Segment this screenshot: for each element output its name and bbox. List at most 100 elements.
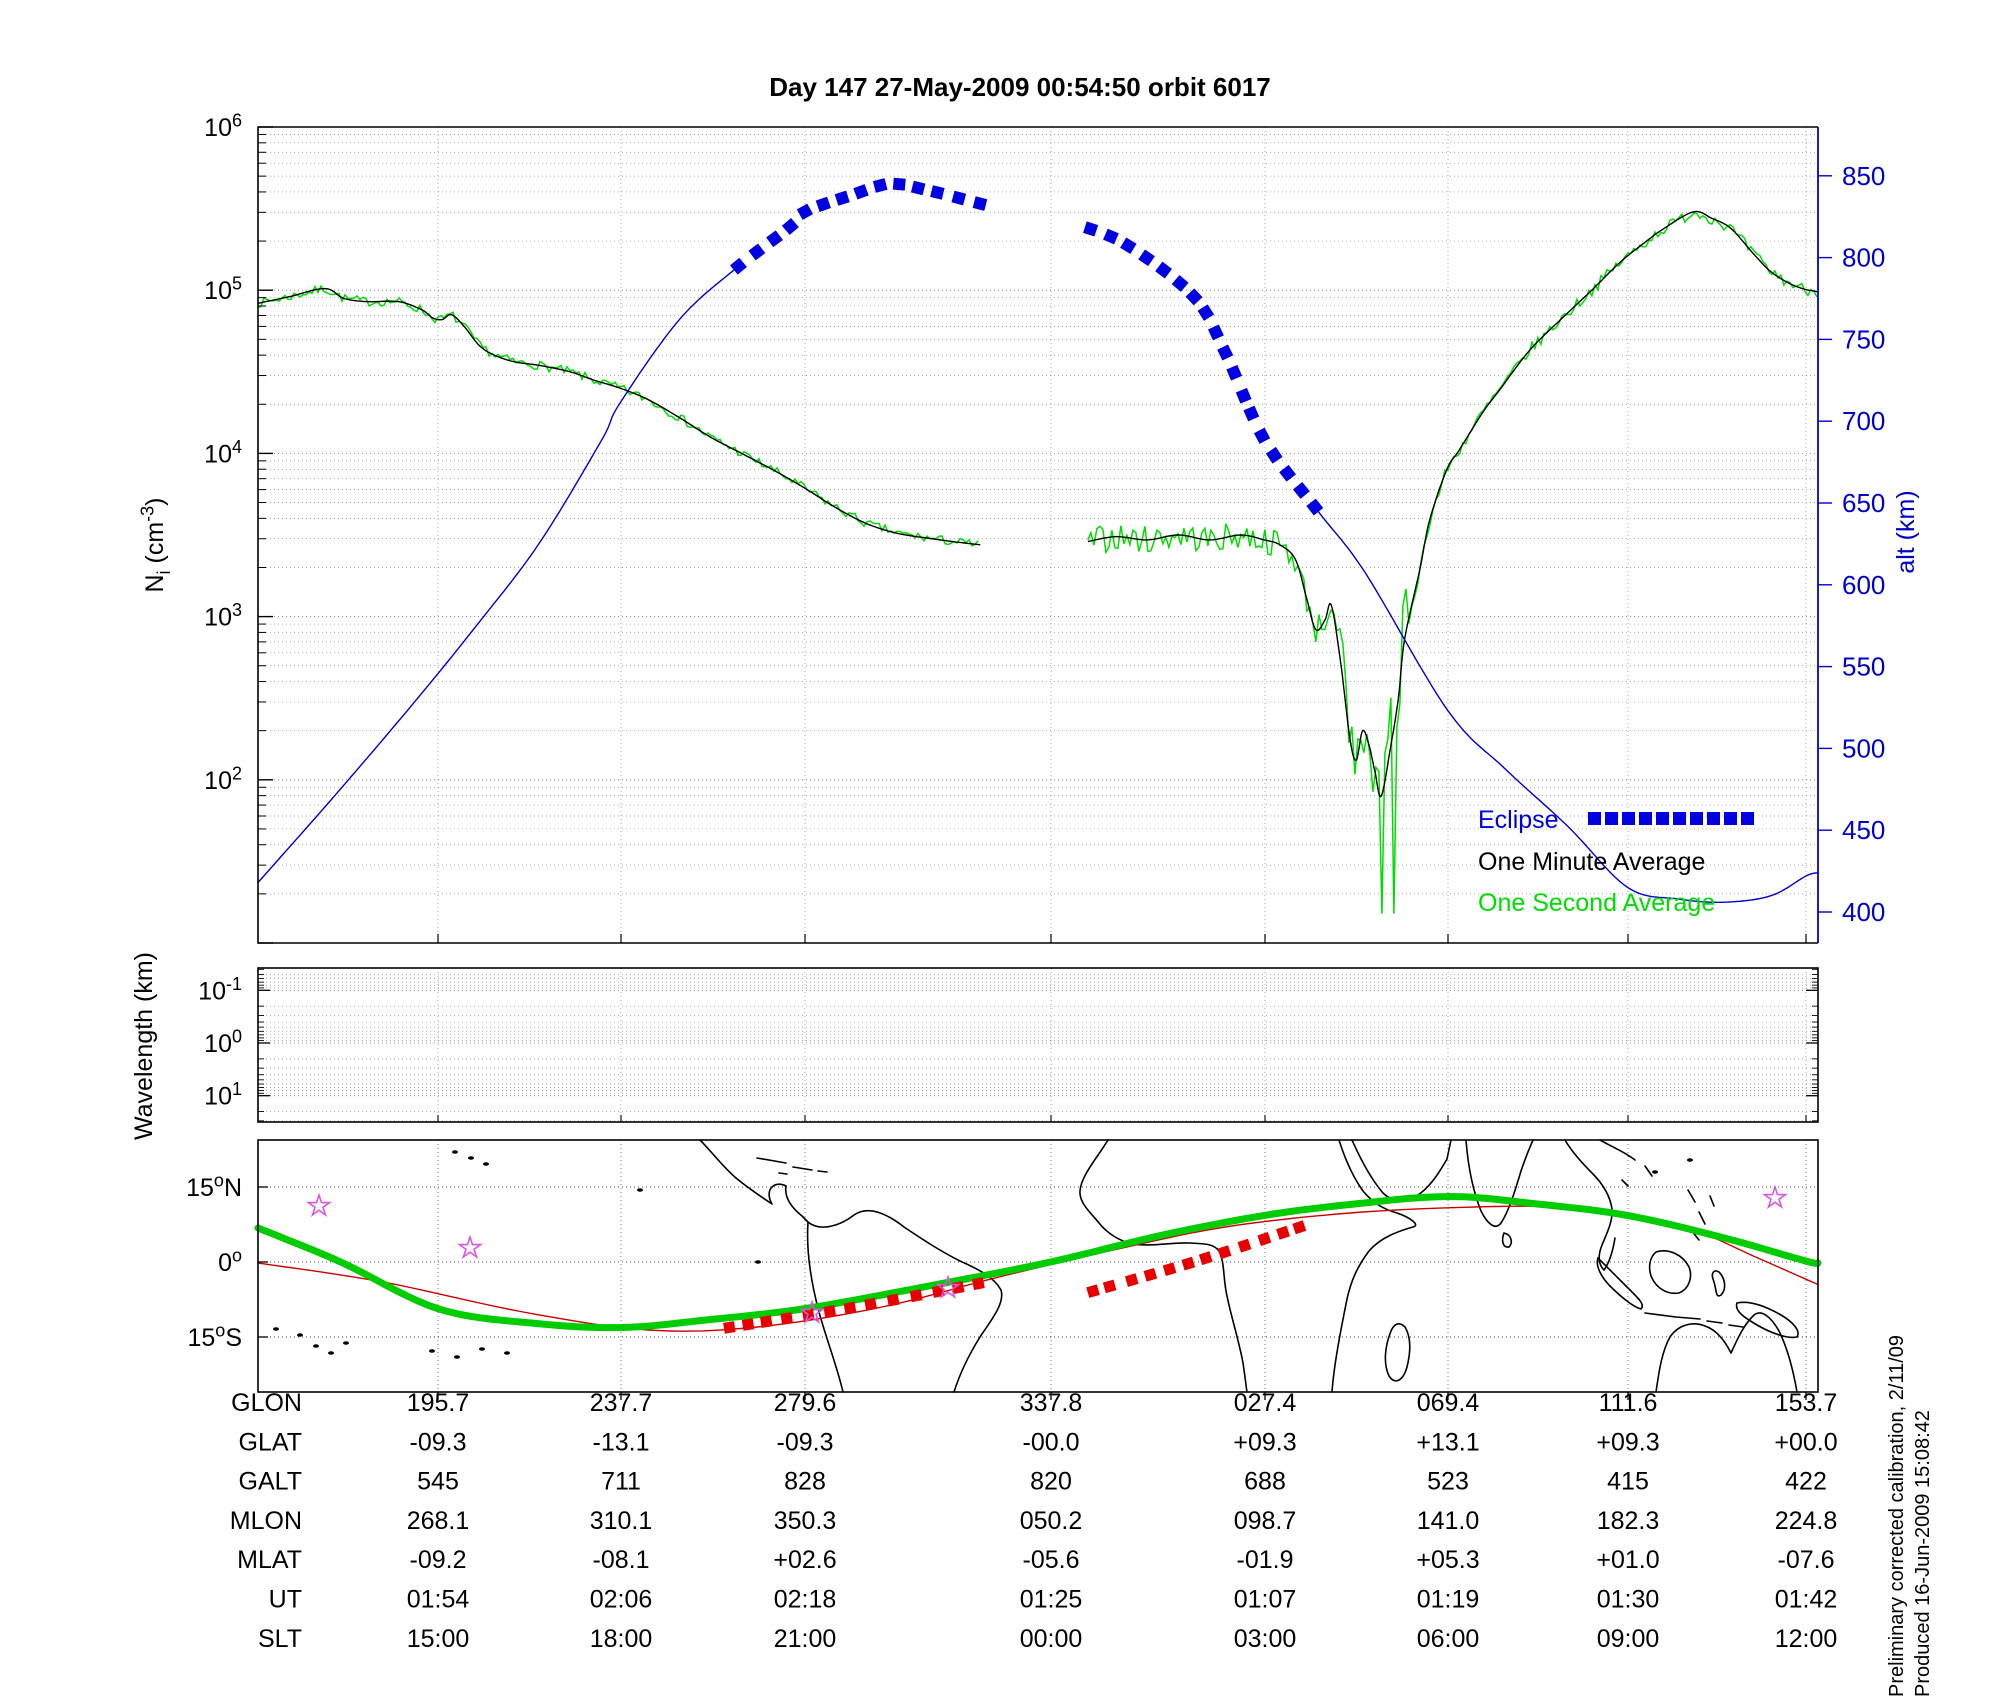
map-lat-tick-label: 0o: [218, 1246, 242, 1278]
table-cell: -07.6: [1778, 1546, 1835, 1574]
table-cell: 350.3: [774, 1507, 837, 1535]
produced-note: Produced 16-Jun-2009 15:08:42: [1912, 1410, 1934, 1697]
calibration-note: Preliminary corrected calibration, 2/11/…: [1886, 1335, 1908, 1697]
table-row-label: SLT: [258, 1625, 302, 1653]
table-cell: 422: [1785, 1468, 1827, 1496]
altitude-curve-solid: [1317, 510, 1819, 903]
table-cell: -00.0: [1023, 1428, 1080, 1456]
table-cell: +09.3: [1233, 1428, 1296, 1456]
table-cell: -01.9: [1237, 1546, 1294, 1574]
star-icon: [799, 1299, 825, 1324]
log-tick-label: 105: [204, 274, 242, 306]
table-row: MLAT -09.2 -08.1 +02.6 -05.6 -01.9 +05.3 +01.0 -…: [237, 1546, 1834, 1574]
table-row-label: MLON: [230, 1507, 302, 1535]
altitude-tick-label: 750: [1842, 324, 1885, 354]
table-cell: 21:00: [774, 1625, 837, 1653]
table-cell: 12:00: [1775, 1625, 1838, 1653]
table-cell: 828: [784, 1468, 826, 1496]
table-cell: 02:06: [590, 1586, 653, 1614]
table-row-label: GALT: [239, 1468, 302, 1496]
table-cell: -08.1: [593, 1546, 650, 1574]
log-tick-label: 101: [204, 1079, 242, 1111]
table-cell: 01:07: [1234, 1586, 1297, 1614]
table-cell: +09.3: [1596, 1428, 1659, 1456]
table-cell: 01:19: [1417, 1586, 1480, 1614]
tick-labels: 106 105 104 103 102 850 800 750 700 650 600 550 500 4…: [186, 111, 1885, 1353]
table-cell: 141.0: [1417, 1507, 1480, 1535]
table-cell: -13.1: [593, 1428, 650, 1456]
table-cell: 523: [1427, 1468, 1469, 1496]
table-cell: 02:18: [774, 1586, 837, 1614]
axes-borders: [257, 126, 1819, 1393]
table-row-label: GLON: [231, 1389, 302, 1417]
table-cell: 711: [601, 1468, 641, 1496]
star-icon: [935, 1274, 961, 1299]
altitude-tick-label: 450: [1842, 815, 1885, 845]
table-cell: 01:25: [1020, 1586, 1083, 1614]
table-row: MLON 268.1 310.1 350.3 050.2 098.7 141.0 182.3 2…: [230, 1507, 1838, 1535]
altitude-tick-label: 850: [1842, 161, 1885, 191]
produced-annotations: Preliminary corrected calibration, 2/11/…: [1886, 1335, 1934, 1697]
altitude-tick-label: 500: [1842, 733, 1885, 763]
table-row-label: MLAT: [237, 1546, 302, 1574]
table-cell: 15:00: [407, 1625, 470, 1653]
table-cell: 224.8: [1775, 1507, 1838, 1535]
altitude-eclipse-dashes-1: [730, 177, 988, 275]
altitude-tick-label: 550: [1842, 652, 1885, 682]
gridlines: [258, 127, 1818, 1392]
altitude-tick-label: 600: [1842, 570, 1885, 600]
ephemeris-table: GLON 195.7 237.7 279.6 337.8 027.4 069.4 111.6 1…: [230, 1389, 1838, 1653]
table-cell: 182.3: [1597, 1507, 1660, 1535]
table-cell: 268.1: [407, 1507, 470, 1535]
table-cell: 153.7: [1775, 1389, 1838, 1417]
map-panel: [254, 1139, 1822, 1393]
table-cell: 09:00: [1597, 1625, 1660, 1653]
log-tick-label: 10-1: [198, 974, 242, 1006]
table-cell: -09.3: [777, 1428, 834, 1456]
legend: Eclipse One Minute Average One Second Av…: [1478, 806, 1754, 917]
map-lat-tick-label: 15oS: [187, 1321, 242, 1353]
table-cell: 195.7: [407, 1389, 470, 1417]
density-y-axis-title: Ni (cm-3): [138, 497, 175, 592]
table-cell: 098.7: [1234, 1507, 1297, 1535]
axis-titles: Ni (cm-3) alt (km) Wavelength (km): [130, 490, 1920, 1140]
table-cell: +02.6: [773, 1546, 836, 1574]
table-cell: 03:00: [1234, 1625, 1297, 1653]
spectrogram-y-axis-title: Wavelength (km): [130, 952, 158, 1140]
legend-eclipse-label: Eclipse: [1478, 806, 1559, 834]
table-cell: 027.4: [1234, 1389, 1297, 1417]
one-second-average-curve: [257, 284, 979, 547]
altitude-tick-label: 400: [1842, 897, 1885, 927]
world-coastlines: [699, 1139, 1799, 1393]
satellite-ground-track: [254, 1192, 1822, 1332]
log-tick-label: 100: [204, 1027, 242, 1059]
star-icon: [457, 1234, 483, 1259]
table-cell: -09.3: [410, 1428, 467, 1456]
table-cell: 01:54: [407, 1586, 470, 1614]
altitude-curve-solid: [257, 268, 736, 884]
altitude-tick-label: 650: [1842, 488, 1885, 518]
log-tick-label: 106: [204, 111, 242, 143]
table-row: GLON 195.7 237.7 279.6 337.8 027.4 069.4 111.6 1…: [231, 1389, 1837, 1417]
table-cell: 337.8: [1020, 1389, 1083, 1417]
table-cell: 279.6: [774, 1389, 837, 1417]
table-cell: 01:42: [1775, 1586, 1838, 1614]
table-row-label: GLAT: [239, 1428, 302, 1456]
table-cell: +13.1: [1416, 1428, 1479, 1456]
star-icon: [1762, 1184, 1788, 1209]
table-cell: +05.3: [1416, 1546, 1479, 1574]
table-cell: 00:00: [1020, 1625, 1083, 1653]
table-row-label: UT: [269, 1586, 302, 1614]
altitude-eclipse-dashes-2: [1083, 221, 1324, 516]
table-cell: 310.1: [590, 1507, 653, 1535]
eclipse-dash-sample: [1588, 812, 1754, 825]
one-second-average-curve: [1087, 212, 1818, 914]
table-row: GALT 545 711 828 820 688 523 415 422: [239, 1468, 1827, 1496]
small-islands: [273, 1150, 1693, 1359]
table-cell: -09.2: [410, 1546, 467, 1574]
table-cell: 18:00: [590, 1625, 653, 1653]
table-row: GLAT -09.3 -13.1 -09.3 -00.0 +09.3 +13.1 +09.3 +…: [239, 1428, 1838, 1456]
table-cell: 01:30: [1597, 1586, 1660, 1614]
